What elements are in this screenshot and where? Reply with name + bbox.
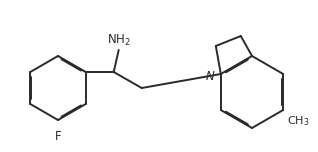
Text: NH$_2$: NH$_2$ (107, 33, 131, 48)
Text: F: F (55, 130, 61, 143)
Text: CH$_3$: CH$_3$ (287, 114, 310, 128)
Text: N: N (206, 69, 215, 83)
